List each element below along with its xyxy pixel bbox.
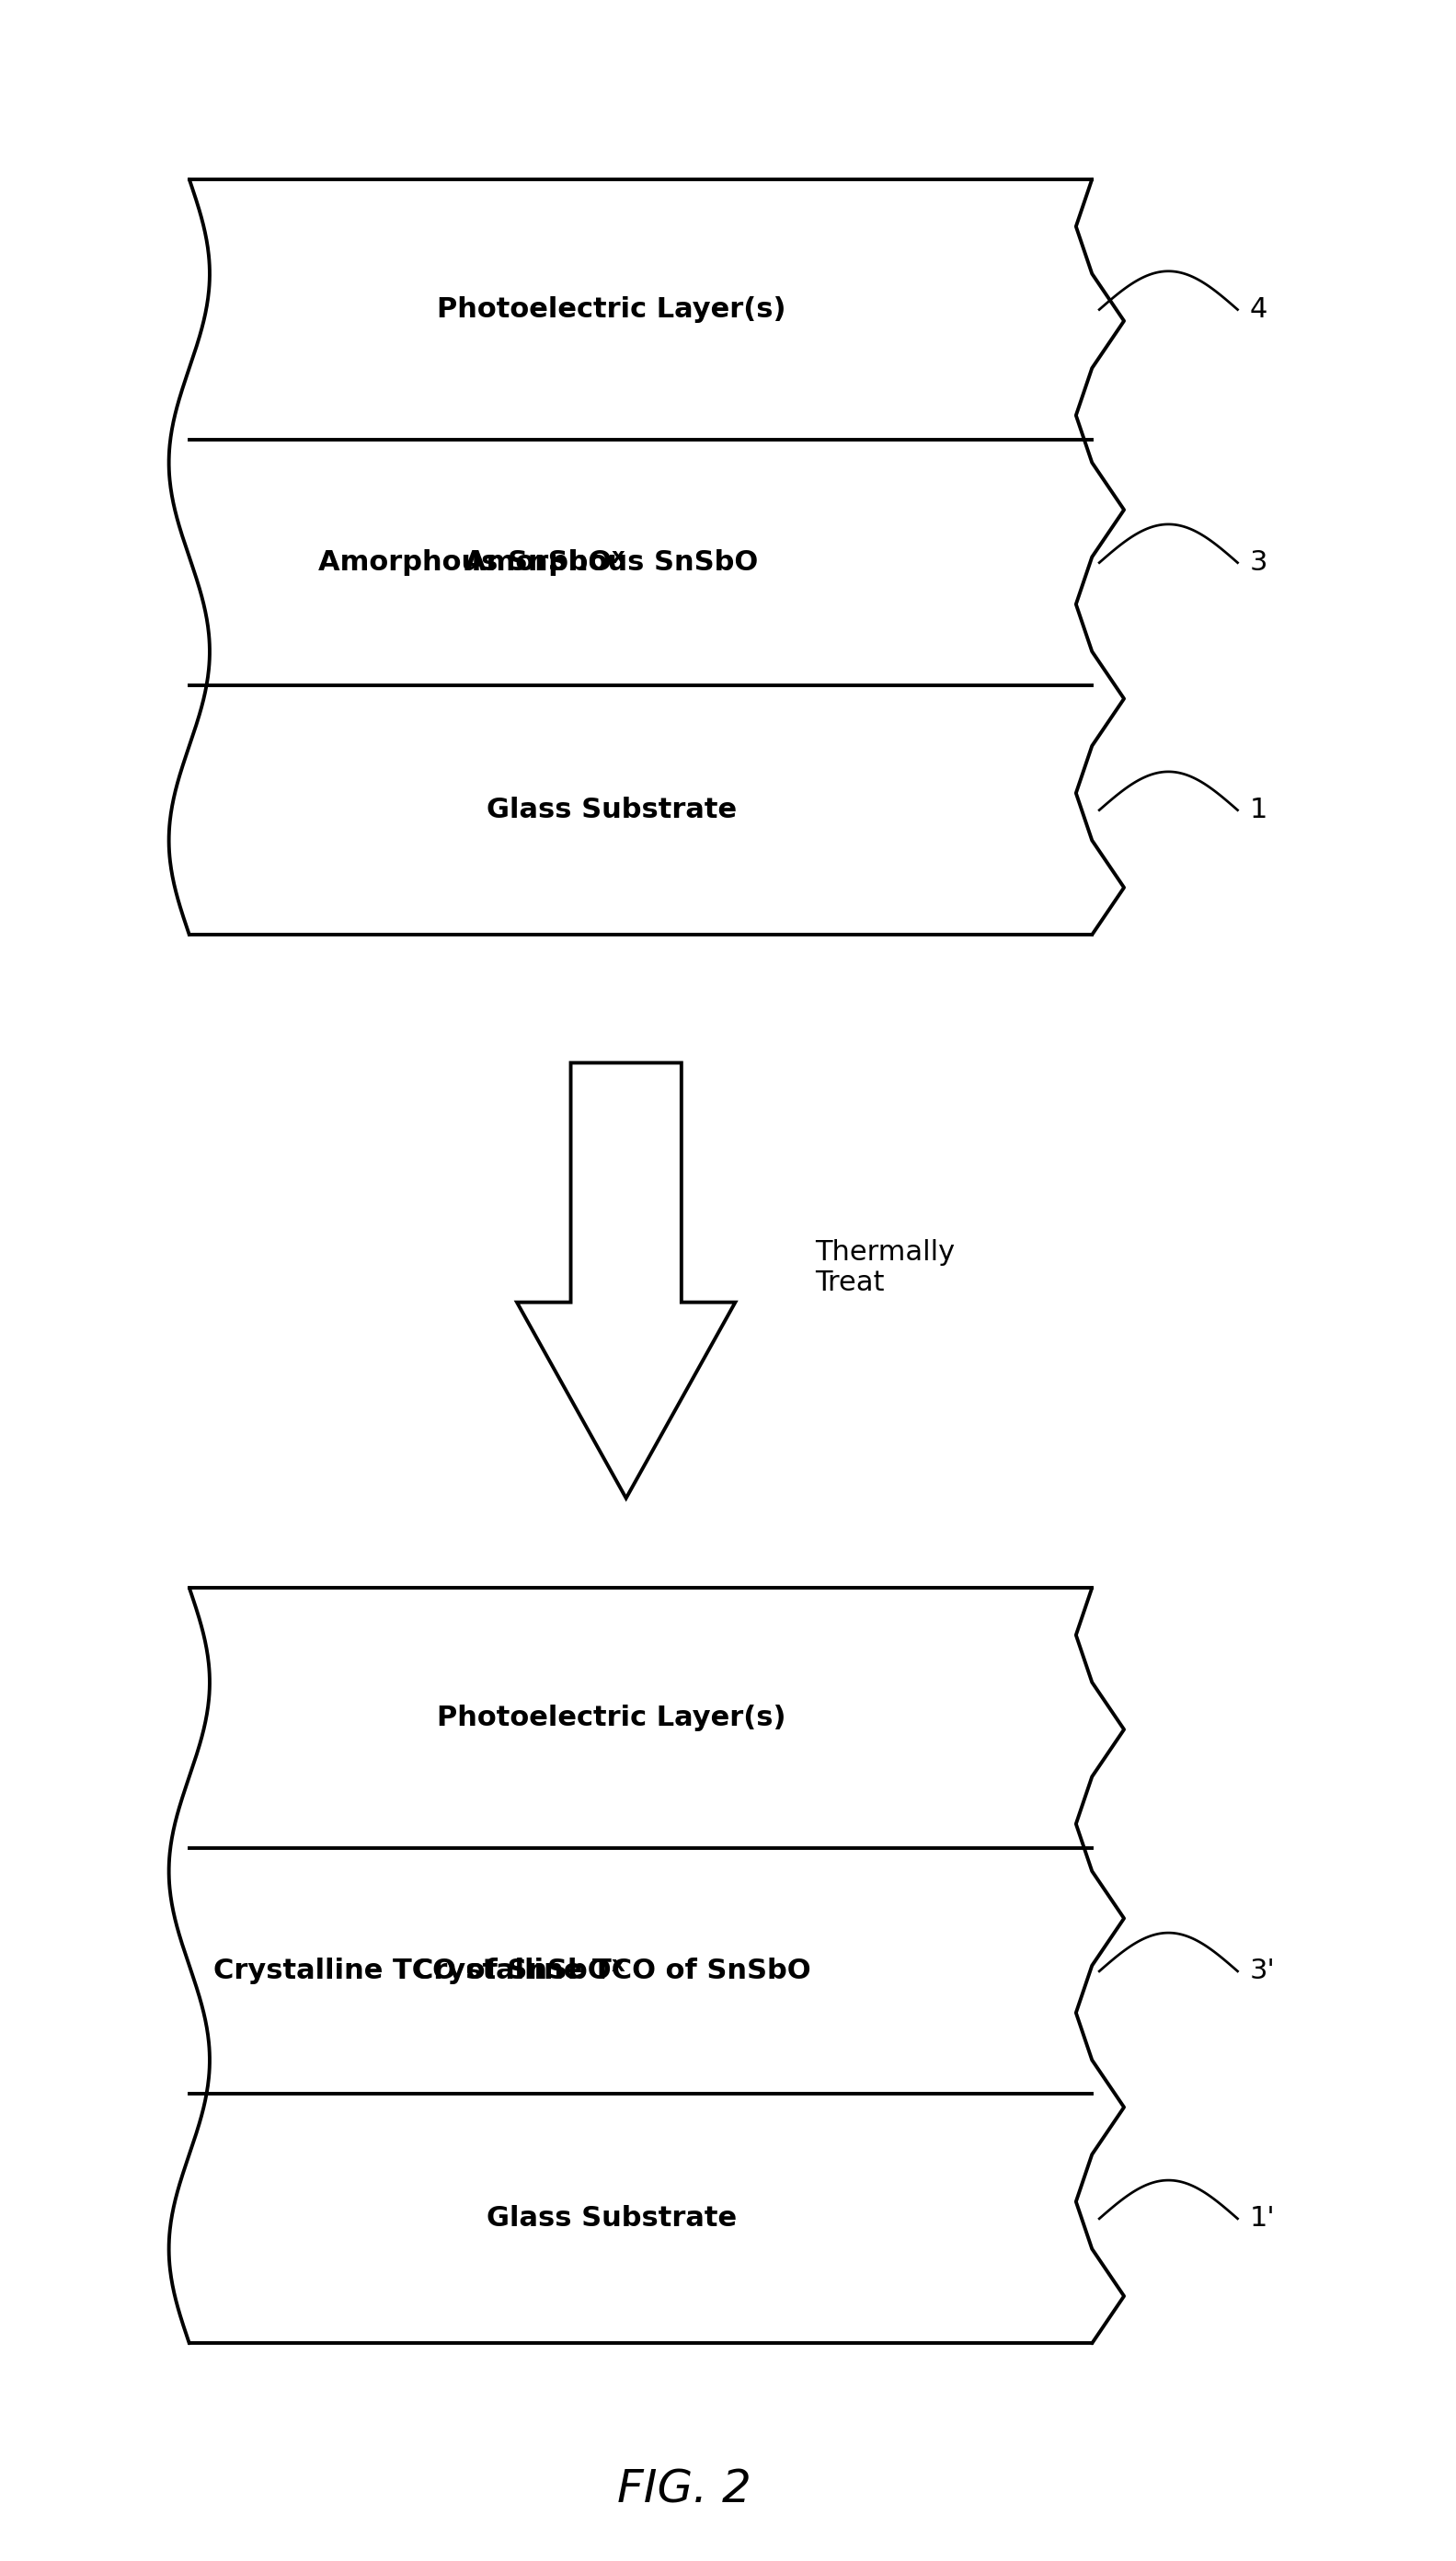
Polygon shape: [517, 1063, 735, 1498]
Text: Amorphous SnSbO: Amorphous SnSbO: [317, 551, 612, 576]
Text: Crystalline TCO of SnSbO: Crystalline TCO of SnSbO: [412, 1959, 811, 1985]
Text: x: x: [612, 1954, 625, 1977]
Text: Crystalline TCO of SnSbO: Crystalline TCO of SnSbO: [214, 1959, 612, 1985]
Text: Photoelectric Layer(s): Photoelectric Layer(s): [437, 297, 786, 323]
Text: FIG. 2: FIG. 2: [617, 2466, 751, 2512]
Text: Glass Substrate: Glass Substrate: [486, 796, 737, 825]
Text: Thermally
Treat: Thermally Treat: [815, 1240, 955, 1296]
Text: x: x: [612, 545, 625, 569]
Text: 1': 1': [1249, 2205, 1274, 2233]
Text: Photoelectric Layer(s): Photoelectric Layer(s): [437, 1706, 786, 1731]
Text: Amorphous SnSbO: Amorphous SnSbO: [464, 551, 759, 576]
Text: 3: 3: [1249, 551, 1267, 576]
Text: 4: 4: [1249, 297, 1267, 323]
Text: 1: 1: [1249, 796, 1267, 825]
Text: 3': 3': [1249, 1959, 1275, 1985]
Text: Glass Substrate: Glass Substrate: [486, 2205, 737, 2233]
